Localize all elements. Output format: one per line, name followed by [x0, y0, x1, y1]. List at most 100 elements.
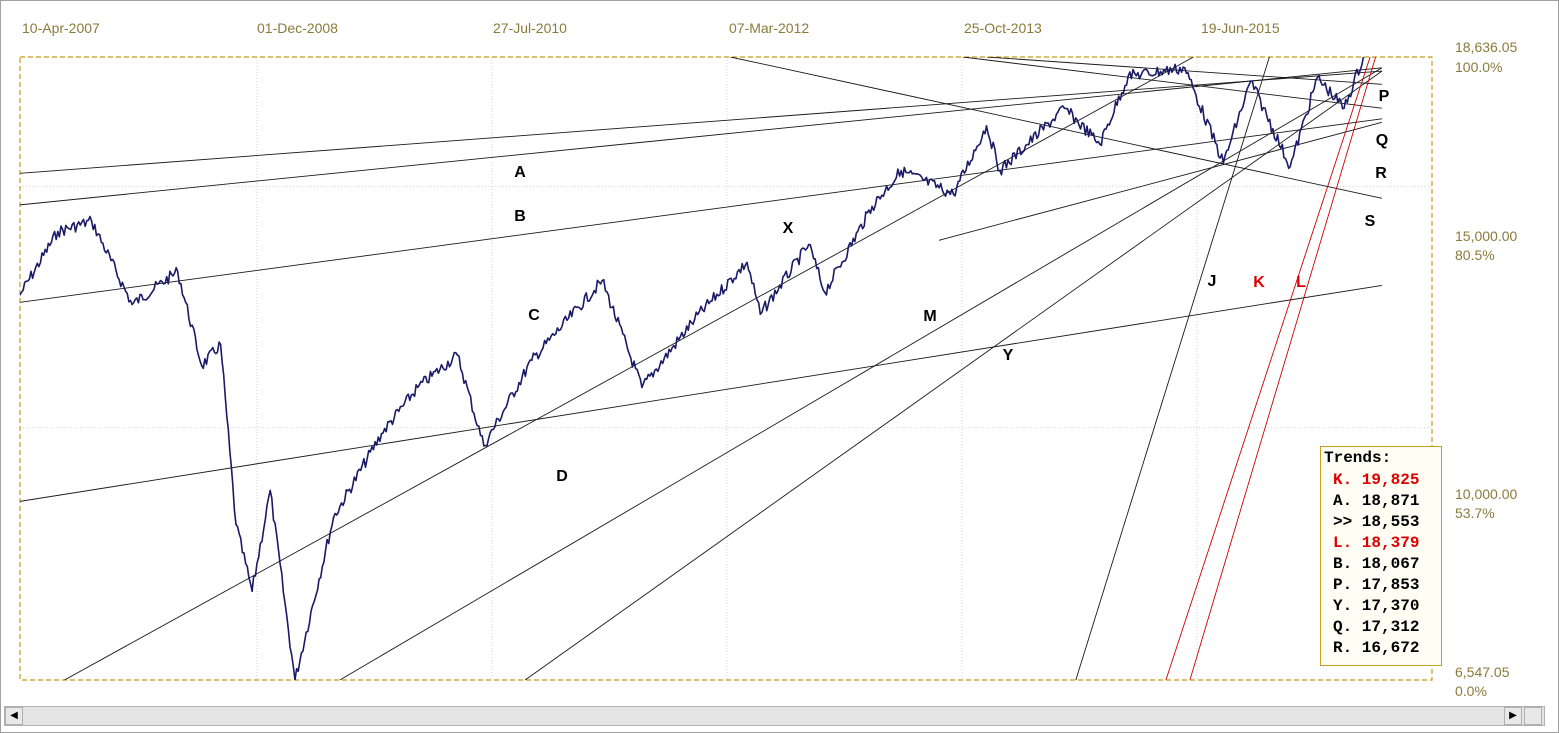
data-point: [1362, 57, 1365, 58]
data-point: [985, 125, 988, 127]
price-series: [20, 57, 1365, 680]
data-point: [251, 590, 253, 592]
trend-label-c: C: [528, 307, 540, 324]
data-point: [20, 294, 21, 296]
data-point: [1316, 76, 1319, 79]
data-point: [1099, 143, 1101, 145]
trend-label-k: K: [1253, 274, 1265, 291]
data-point: [1127, 75, 1129, 77]
data-point: [1063, 107, 1066, 109]
trend-row: >> 18,553: [1333, 513, 1420, 531]
trend-label-x: X: [783, 220, 794, 237]
trend-line-p: [986, 57, 1382, 85]
data-point: [999, 169, 1001, 172]
trend-line-b: [20, 67, 1382, 206]
trends-title: Trends:: [1324, 449, 1392, 467]
trend-line-k: [1165, 57, 1371, 680]
data-point: [1184, 67, 1186, 69]
data-point: [200, 364, 203, 367]
trend-row: B. 18,067: [1333, 555, 1420, 573]
trends-legend: Trends: K. 19,825 A. 18,871 >> 18,553 L.…: [1320, 446, 1442, 666]
trend-label-s: S: [1365, 213, 1376, 230]
data-point: [269, 489, 272, 492]
data-point: [746, 261, 748, 264]
y-tick-percent: 100.0%: [1455, 59, 1503, 75]
data-point: [900, 169, 902, 172]
data-point: [1222, 162, 1225, 164]
trend-label-l: L: [1296, 274, 1306, 291]
data-point: [131, 303, 133, 306]
data-point: [871, 205, 873, 208]
trend-row: Q. 17,312: [1333, 618, 1420, 636]
plot-border: [19, 56, 1433, 681]
y-tick-percent: 80.5%: [1455, 247, 1495, 263]
trend-lines: [20, 57, 1383, 680]
trend-row: Y. 17,370: [1333, 597, 1420, 615]
trend-line-r: [938, 121, 1383, 241]
data-point: [294, 679, 296, 680]
trend-row: L. 18,379: [1333, 534, 1420, 552]
x-tick-label: 10-Apr-2007: [22, 20, 100, 36]
x-tick-label: 01-Dec-2008: [257, 20, 338, 36]
trend-label-p: P: [1379, 88, 1390, 105]
data-point: [759, 313, 762, 316]
data-point: [57, 230, 59, 233]
trend-label-r: R: [1375, 165, 1387, 182]
data-point: [824, 291, 826, 294]
trend-line-m: [339, 67, 1383, 680]
data-point: [807, 243, 810, 246]
trend-line-j: [1075, 57, 1270, 680]
data-point: [219, 343, 222, 346]
scroll-thumb[interactable]: [1524, 707, 1542, 725]
data-point: [531, 359, 533, 362]
trend-row: P. 17,853: [1333, 576, 1420, 594]
trend-line-s: [730, 57, 1382, 199]
trend-label-m: M: [923, 308, 936, 325]
trend-label-y: Y: [1003, 347, 1014, 364]
trend-row: R. 16,672: [1333, 639, 1420, 657]
trend-line-labels: A B C D X M Y P QR S J K L: [514, 88, 1389, 485]
data-point: [1343, 107, 1345, 109]
data-point: [952, 193, 955, 196]
x-tick-label: 27-Jul-2010: [493, 20, 567, 36]
arrow-left-icon[interactable]: ◀: [5, 707, 23, 725]
trend-label-q: Q: [1376, 132, 1388, 149]
trend-label-j: J: [1208, 273, 1217, 290]
data-point: [1250, 80, 1252, 82]
data-point: [380, 432, 383, 435]
x-tick-label: 19-Jun-2015: [1201, 20, 1280, 36]
horizontal-scrollbar[interactable]: ◀ ▶: [4, 706, 1545, 726]
data-point: [641, 386, 643, 389]
trend-label-a: A: [514, 164, 526, 181]
arrow-right-icon[interactable]: ▶: [1504, 707, 1522, 725]
data-point: [416, 386, 419, 389]
trend-row: K. 19,825: [1333, 471, 1420, 489]
trend-label-b: B: [514, 208, 526, 225]
trend-line-y: [524, 70, 1383, 680]
y-tick-label: 15,000.00: [1455, 228, 1518, 244]
x-tick-label: 25-Oct-2013: [964, 20, 1042, 36]
trend-line-l: [1189, 57, 1377, 680]
data-point: [601, 279, 603, 282]
data-point: [456, 354, 459, 356]
data-point: [176, 270, 179, 273]
data-point: [90, 220, 93, 222]
trend-line-a: [20, 70, 1382, 174]
trend-line-c: [20, 118, 1382, 303]
data-point: [332, 516, 335, 519]
data-point: [235, 523, 237, 526]
gridlines: [20, 57, 1432, 680]
data-point: [693, 318, 696, 321]
price-series-line: [20, 57, 1365, 680]
y-tick-percent: 0.0%: [1455, 683, 1487, 699]
data-point: [1289, 165, 1291, 168]
y-tick-label: 18,636.05: [1455, 39, 1518, 55]
data-point: [483, 445, 485, 447]
y-tick-label: 6,547.05: [1455, 664, 1510, 680]
y-tick-percent: 53.7%: [1455, 505, 1495, 521]
trend-line-q: [962, 57, 1382, 109]
x-tick-label: 07-Mar-2012: [729, 20, 810, 36]
trend-label-d: D: [556, 468, 568, 485]
y-tick-label: 10,000.00: [1455, 486, 1518, 502]
